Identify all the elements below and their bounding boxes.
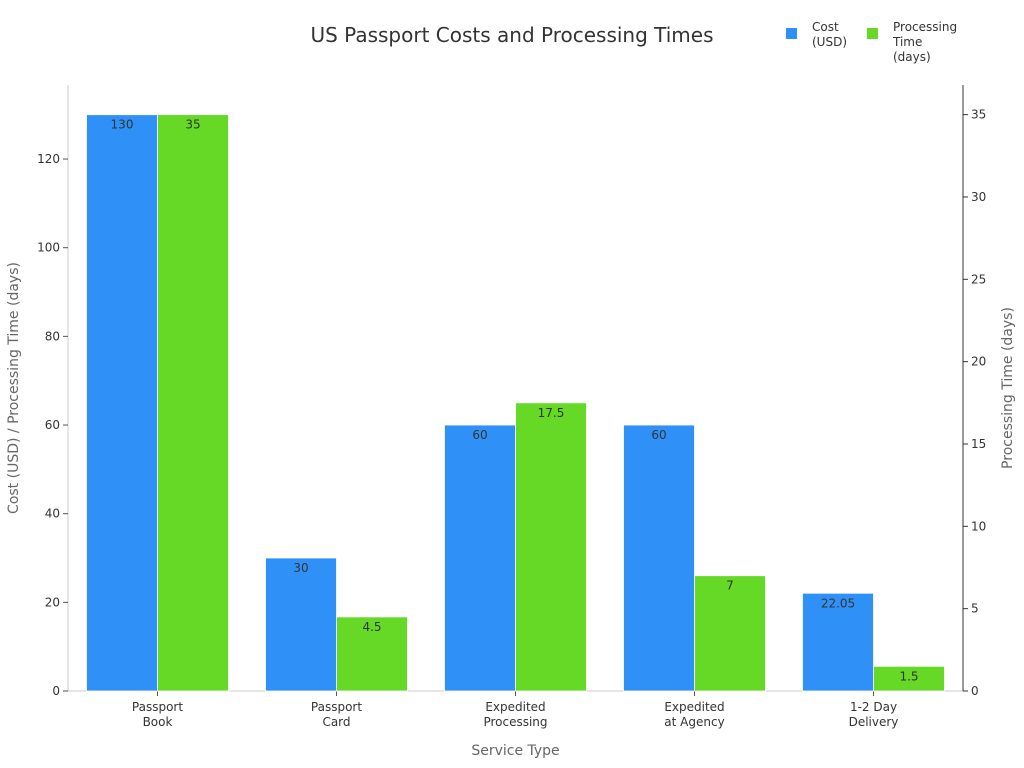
bar-cost [623,424,695,692]
bar-processing-time [873,665,945,692]
x-tick-label: Delivery [849,715,899,729]
y2-tick-label: 25 [971,272,986,286]
data-label: 35 [185,118,200,132]
y2-axis-label: Processing Time (days) [1000,307,1016,469]
data-label: 7 [726,579,734,593]
x-tick-label: Passport [311,700,362,714]
y2-tick-label: 15 [971,437,986,451]
y2-tick-label: 30 [971,190,986,204]
x-tick-label: Expedited [664,700,724,714]
y-axis-label: Cost (USD) / Processing Time (days) [6,262,22,514]
x-axis-label: Service Type [471,743,559,759]
y-tick-label: 100 [37,241,60,255]
x-tick-label: Expedited [485,700,545,714]
x-tick-label: Processing [483,715,547,729]
chart-title: US Passport Costs and Processing Times [310,23,713,47]
x-tick-label: at Agency [664,715,724,729]
legend-label: Cost [812,20,839,34]
y-tick-label: 60 [45,418,60,432]
legend-label: (days) [893,50,931,64]
y2-tick-label: 0 [971,684,979,698]
x-tick-label: Passport [132,700,183,714]
data-label: 1.5 [899,669,918,683]
data-label: 60 [651,428,666,442]
bar-cost [444,424,516,692]
y-tick-label: 0 [52,684,60,698]
data-label: 4.5 [362,620,381,634]
legend-label: Time [892,35,922,49]
legend-label: (USD) [812,35,847,49]
data-label: 22.05 [821,596,855,610]
data-label: 60 [472,428,487,442]
y2-tick-label: 35 [971,108,986,122]
bar-cost [802,592,874,692]
y-tick-label: 120 [37,152,60,166]
bar-processing-time [515,402,587,692]
y-tick-label: 40 [45,507,60,521]
legend-swatch [867,28,878,39]
y-tick-label: 80 [45,329,60,343]
bar-cost [86,114,158,692]
data-label: 17.5 [538,406,565,420]
x-tick-label: Book [143,715,173,729]
y2-tick-label: 10 [971,519,986,533]
y2-tick-label: 5 [971,602,979,616]
data-label: 130 [111,118,134,132]
legend-swatch [786,28,797,39]
legend-label: Processing [893,20,957,34]
bar-cost [265,557,337,692]
y2-tick-label: 20 [971,355,986,369]
x-tick-label: Card [322,715,350,729]
bar-processing-time [157,114,229,692]
x-tick-label: 1-2 Day [850,700,897,714]
y-tick-label: 20 [45,595,60,609]
bar-processing-time [336,616,408,692]
data-label: 30 [293,561,308,575]
bar-processing-time [694,575,766,692]
